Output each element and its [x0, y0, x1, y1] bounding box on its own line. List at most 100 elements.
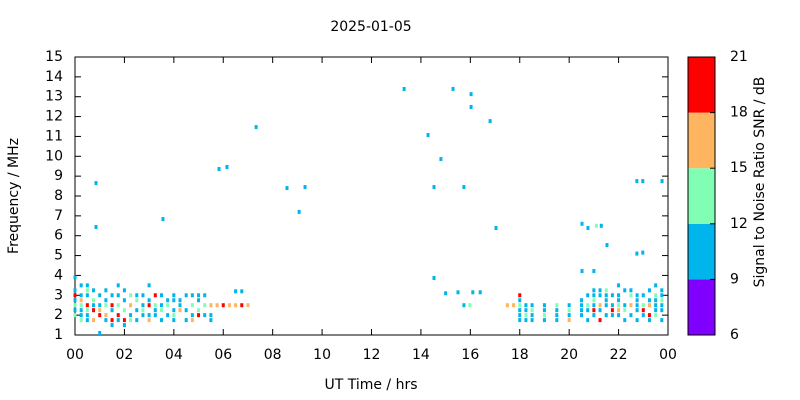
data-point: [617, 303, 621, 308]
data-point: [567, 303, 571, 308]
y-tick-label: 6: [54, 228, 63, 244]
data-point: [471, 290, 475, 295]
data-point: [98, 331, 102, 336]
data-point: [73, 298, 77, 303]
data-point: [610, 293, 614, 298]
data-point: [604, 303, 608, 308]
colorbar-band: [688, 223, 715, 280]
data-point: [172, 313, 176, 318]
data-point: [641, 250, 645, 255]
data-point: [524, 318, 528, 323]
colorbar-tick-label: 12: [730, 216, 748, 232]
data-point: [85, 318, 89, 323]
data-point: [246, 303, 250, 308]
data-point: [153, 303, 157, 308]
y-tick-label: 1: [54, 327, 63, 343]
data-point: [116, 313, 120, 318]
data-point: [654, 283, 658, 288]
data-point: [610, 313, 614, 318]
data-point: [592, 303, 596, 308]
data-point: [660, 288, 664, 293]
data-point: [254, 125, 258, 130]
data-point: [641, 179, 645, 184]
data-point: [79, 303, 83, 308]
x-tick-label: 06: [214, 347, 232, 363]
data-point: [518, 313, 522, 318]
data-point: [635, 318, 639, 323]
data-point: [468, 303, 472, 308]
data-point: [98, 293, 102, 298]
data-point: [635, 308, 639, 313]
data-point: [92, 298, 96, 303]
data-point: [567, 313, 571, 318]
colorbar-band: [688, 168, 715, 224]
data-point: [586, 293, 590, 298]
data-point: [654, 313, 658, 318]
data-point: [641, 293, 645, 298]
y-tick-label: 7: [54, 208, 63, 224]
data-point: [110, 323, 114, 328]
data-point: [586, 303, 590, 308]
x-tick-label: 00: [66, 347, 84, 363]
x-tick-label: 22: [610, 347, 628, 363]
data-point: [227, 303, 231, 308]
data-point: [190, 293, 194, 298]
data-point: [660, 179, 664, 184]
data-point: [98, 303, 102, 308]
data-point: [598, 288, 602, 293]
data-point: [604, 288, 608, 293]
y-tick-label: 15: [45, 49, 63, 65]
data-point: [530, 313, 534, 318]
data-point: [594, 223, 598, 228]
data-point: [617, 298, 621, 303]
data-point: [604, 298, 608, 303]
data-point: [518, 298, 522, 303]
data-point: [402, 86, 406, 91]
data-point: [203, 303, 207, 308]
data-point: [159, 318, 163, 323]
data-point: [190, 313, 194, 318]
data-point: [184, 293, 188, 298]
data-point: [660, 293, 664, 298]
data-point: [110, 318, 114, 323]
data-point: [116, 293, 120, 298]
data-point: [73, 288, 77, 293]
colorbar-frame: [687, 56, 716, 336]
data-point: [285, 186, 289, 191]
y-tick-label: 2: [54, 307, 63, 323]
data-point: [73, 303, 77, 308]
data-point: [303, 185, 307, 190]
data-point: [604, 313, 608, 318]
y-tick-label: 5: [54, 248, 63, 264]
data-point: [654, 308, 658, 313]
data-point: [92, 303, 96, 308]
data-point: [635, 251, 639, 256]
data-point: [129, 318, 133, 323]
data-point: [505, 303, 509, 308]
y-tick-label: 14: [45, 69, 63, 85]
data-point: [518, 293, 522, 298]
data-point: [660, 318, 664, 323]
data-point: [73, 308, 77, 313]
data-point: [623, 318, 627, 323]
x-tick-label: 08: [264, 347, 282, 363]
data-point: [215, 303, 219, 308]
data-point: [439, 157, 443, 162]
data-point: [203, 313, 207, 318]
data-point: [178, 308, 182, 313]
data-point: [617, 283, 621, 288]
data-point: [660, 298, 664, 303]
data-point: [629, 288, 633, 293]
data-point: [580, 308, 584, 313]
y-tick-label: 8: [54, 188, 63, 204]
data-point: [598, 293, 602, 298]
data-point: [135, 298, 139, 303]
data-point: [641, 313, 645, 318]
data-point: [135, 308, 139, 313]
y-tick-label: 12: [45, 109, 63, 125]
data-point: [73, 313, 77, 318]
data-point: [147, 298, 151, 303]
data-point: [451, 86, 455, 91]
data-point: [432, 276, 436, 281]
